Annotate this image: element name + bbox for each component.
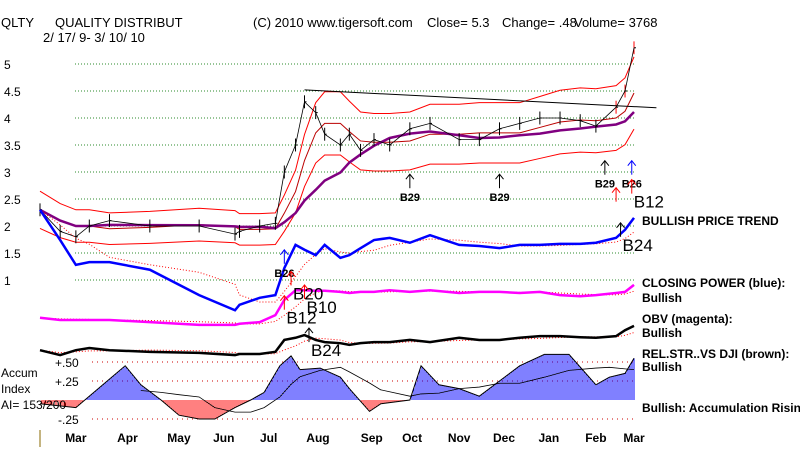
signal-arrowhead	[300, 284, 309, 291]
rel-str-label: REL.STR..VS DJI (brown):	[642, 347, 789, 361]
signal-arrowhead	[279, 294, 289, 302]
month-label: Jul	[260, 431, 277, 445]
month-label: Oct	[402, 431, 422, 445]
downtrend-line	[304, 89, 657, 109]
signal-label: B12	[286, 309, 316, 328]
month-label: May	[167, 431, 191, 445]
close-value: Close= 5.3	[427, 15, 490, 30]
rel-strength-line	[39, 324, 635, 357]
month-label: Mar	[65, 431, 87, 445]
closing-power-status: Bullish	[642, 291, 682, 305]
obv-status: Bullish	[642, 326, 682, 340]
price-tick-label: 2	[4, 220, 11, 234]
price-tick-label: 3	[4, 166, 11, 180]
obv-label: OBV (magenta):	[642, 312, 733, 326]
month-label: Nov	[448, 431, 471, 445]
series-lines	[38, 41, 657, 357]
closing-power-line	[38, 209, 635, 312]
date-range: 2/ 17/ 9- 3/ 10/ 10	[43, 30, 145, 45]
price-axis: 5 4.5 4 3.5 3 2.5 2 1.5 1 +.50 +.25 -.25	[4, 58, 79, 427]
signal-label: B24	[623, 236, 653, 255]
signal-arrowhead	[600, 159, 610, 167]
month-label: Feb	[585, 431, 606, 445]
signal-label: B12	[634, 193, 664, 212]
volume-value: Volume= 3768	[574, 15, 657, 30]
price-tick-label: 1.5	[4, 247, 21, 261]
obv-line-ma	[39, 290, 635, 325]
closing-power-line-ma	[39, 209, 635, 303]
signal-arrowhead	[304, 327, 314, 334]
signal-arrowhead	[627, 178, 637, 185]
month-label: Mar	[623, 431, 645, 445]
signal-label: B29	[400, 192, 420, 204]
company-name: QUALITY DISTRIBUT	[55, 15, 183, 30]
month-label: Jan	[538, 431, 559, 445]
signal-arrowhead	[286, 270, 296, 277]
accum-label: Accum	[1, 366, 38, 380]
price-tick-label: 5	[4, 58, 11, 72]
month-label: Jun	[213, 431, 234, 445]
month-label: Aug	[306, 431, 329, 445]
closing-power-label: CLOSING POWER (blue):	[642, 276, 785, 290]
price-tick-label: 3.5	[4, 139, 21, 153]
price-tick-label: 2.5	[4, 193, 21, 207]
index-label: Index	[1, 382, 30, 396]
signal-label: B26	[274, 268, 294, 280]
symbol: QLTY	[1, 15, 34, 30]
price-trend-label: BULLISH PRICE TREND	[642, 214, 779, 228]
accum-index-panel	[39, 353, 635, 420]
lower-band	[39, 128, 635, 246]
signal-label: B29	[490, 192, 510, 204]
price-tick-label: 1	[4, 274, 11, 288]
long-moving-average	[39, 111, 635, 230]
month-label: Dec	[493, 431, 515, 445]
copyright: (C) 2010 www.tigersoft.com	[253, 15, 413, 30]
short-moving-average	[39, 92, 635, 230]
price-tick-label: 4.5	[4, 85, 21, 99]
signal-arrowhead	[611, 186, 621, 194]
upper-band	[39, 56, 635, 215]
signal-label: B10	[306, 298, 336, 317]
accum-tick-label: +.25	[55, 375, 79, 389]
month-label: Apr	[117, 431, 138, 445]
rel-strength-line-ma	[39, 332, 635, 355]
x-axis: Mar Apr May Jun Jul Aug Sep Oct Nov Dec Jan Feb Mar	[65, 431, 645, 445]
obv-line	[39, 283, 635, 327]
month-label: Sep	[361, 431, 383, 445]
accum-tick-label: -.25	[58, 413, 79, 427]
rel-str-status: Bullish	[642, 360, 682, 374]
ai-label: AI= 153/200	[1, 398, 66, 412]
signal-label: B29	[595, 179, 615, 191]
signal-label: B24	[311, 341, 341, 360]
change-value: Change= .48	[502, 15, 577, 30]
price-line	[39, 47, 635, 238]
accum-status: Bullish: Accumulation Rising	[642, 401, 800, 415]
accum-index-line	[39, 353, 635, 420]
accum-moving-average	[140, 366, 635, 413]
signal-arrowhead	[279, 248, 289, 256]
signal-arrowhead	[405, 173, 415, 180]
signal-arrowhead	[616, 221, 625, 229]
accum-tick-label: +.50	[55, 356, 79, 370]
price-tick-label: 4	[4, 112, 11, 126]
signal-arrowhead	[495, 173, 504, 180]
signal-arrowhead	[627, 159, 637, 167]
